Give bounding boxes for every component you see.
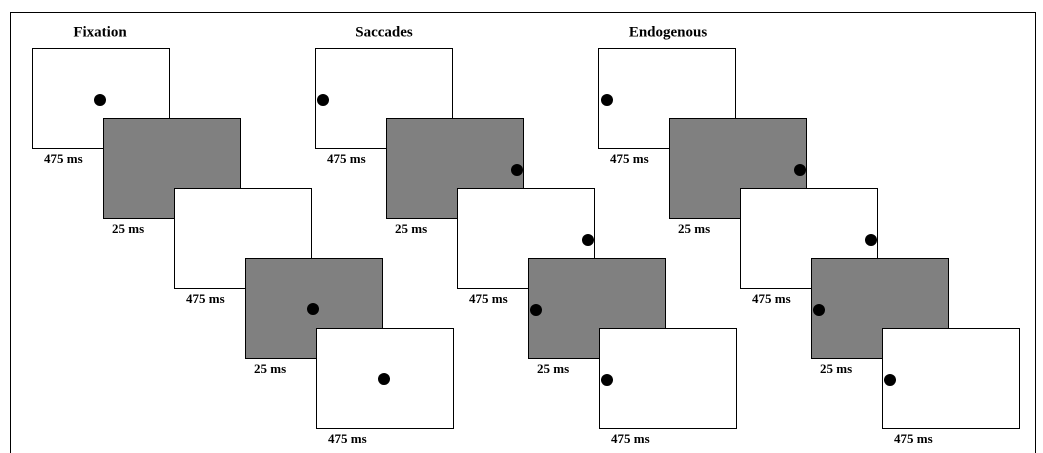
fixation-dot (511, 164, 523, 176)
duration-label: 475 ms (186, 291, 225, 306)
fixation-dot (317, 94, 329, 106)
duration-label: 475 ms (611, 431, 650, 446)
duration-label: 475 ms (327, 151, 366, 166)
duration-label: 25 ms (395, 221, 427, 236)
duration-label: 475 ms (610, 151, 649, 166)
frame (882, 328, 1020, 429)
fixation-dot (601, 374, 613, 386)
fixation-dot (884, 374, 896, 386)
outer-border (10, 12, 1036, 453)
fixation-dot (813, 304, 825, 316)
fixation-dot (601, 94, 613, 106)
fixation-dot (94, 94, 106, 106)
duration-label: 25 ms (537, 361, 569, 376)
duration-label: 25 ms (112, 221, 144, 236)
fixation-dot (794, 164, 806, 176)
duration-label: 25 ms (820, 361, 852, 376)
panel-title: Endogenous (629, 24, 708, 40)
fixation-dot (865, 234, 877, 246)
duration-label: 475 ms (469, 291, 508, 306)
fixation-dot (307, 303, 319, 315)
duration-label: 475 ms (44, 151, 83, 166)
panel-title: Fixation (73, 24, 127, 40)
duration-label: 475 ms (894, 431, 933, 446)
duration-label: 25 ms (254, 361, 286, 376)
fixation-dot (530, 304, 542, 316)
fixation-dot (378, 373, 390, 385)
panel-title: Saccades (355, 24, 413, 40)
frame (599, 328, 737, 429)
duration-label: 25 ms (678, 221, 710, 236)
fixation-dot (582, 234, 594, 246)
duration-label: 475 ms (752, 291, 791, 306)
duration-label: 475 ms (328, 431, 367, 446)
